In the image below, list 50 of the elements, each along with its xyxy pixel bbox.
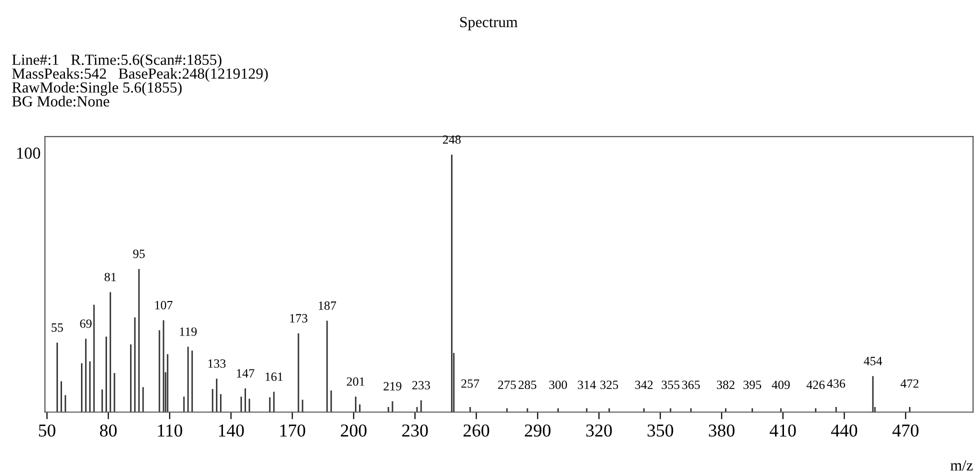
chart-subtitle: Line#:1 R.Time:5.6(Scan#:1855) MassPeaks:542 BasePeak:248(1219129) RawMode:Single 5.6(1855) BG Mode:None [12,54,268,107]
x-axis-title: m/z [950,460,973,470]
annotation: 365 [682,380,700,390]
x-tick-label: 440 [831,424,858,437]
annotation: 119 [180,327,197,336]
annotation: 147 [237,369,254,378]
annotation: 300 [549,380,567,390]
x-tick-label: 290 [524,424,550,437]
x-tick-label: 200 [340,424,366,437]
annotation: 95 [133,250,145,258]
x-tick-label: 320 [586,424,612,437]
annotation: 69 [80,319,92,328]
x-tick-label: 230 [402,424,428,437]
annotation: 454 [864,356,882,366]
x-tick-label: 350 [648,424,674,437]
x-tick-label: 410 [770,424,796,437]
annotation: 55 [52,323,63,332]
annotation: 314 [578,380,596,390]
annotation: 275 [498,380,516,390]
annotation: 173 [290,314,308,322]
annotation: 133 [208,359,226,368]
annotation: 342 [635,380,653,390]
annotation: 285 [518,380,536,390]
annotation: 81 [104,272,116,282]
x-tick-label: 140 [219,424,244,437]
x-tick-label: 170 [280,424,306,437]
chart-title: Spectrum [460,16,518,30]
annotation: 201 [346,377,364,386]
annotation: 472 [900,379,918,388]
x-tick-label: 110 [158,424,182,437]
annotation: 382 [716,380,734,390]
annotation: 248 [442,135,461,144]
x-tick-label: 470 [892,424,918,437]
annotation: 395 [744,380,762,390]
text: 100 [17,148,40,159]
annotation: 426 [806,380,825,390]
x-tick-label: 50 [39,424,56,437]
x-tick-label: 80 [100,424,117,437]
annotation: 187 [318,301,336,310]
x-tick-label: 260 [464,424,490,437]
annotation: 257 [461,379,480,388]
annotation: 233 [412,381,430,390]
annotation: 219 [384,382,402,390]
annotation: 355 [662,380,680,390]
annotation: 409 [772,380,790,390]
annotation: 107 [155,300,173,310]
annotation: 161 [266,372,283,381]
x-tick-label: 380 [708,424,734,437]
annotation: 325 [600,380,618,390]
annotation: 436 [826,379,846,388]
